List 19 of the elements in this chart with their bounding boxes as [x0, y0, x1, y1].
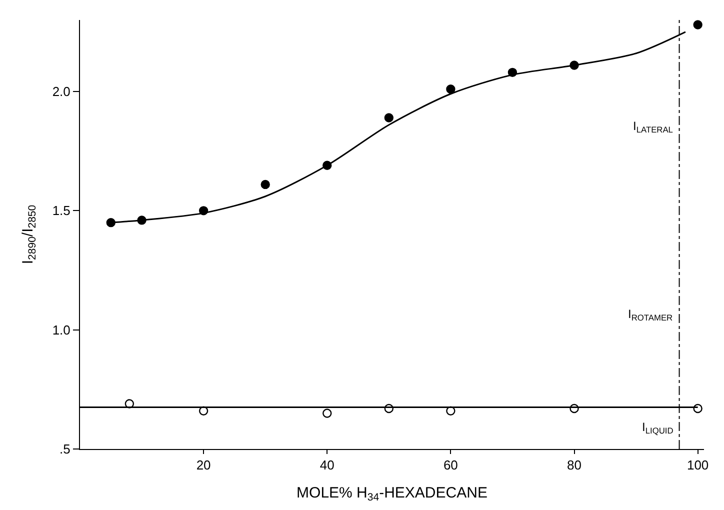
point	[384, 113, 394, 122]
annotation: I$_{LATERAL}$	[633, 119, 674, 135]
point	[260, 180, 270, 190]
y-tick-label: .5	[60, 442, 70, 457]
annotation: I$_{LIQUID}$	[642, 420, 674, 436]
x-tick-label: 100	[686, 458, 709, 473]
x-axis-title: MOLE% H$_{34}$-HEXADECANE	[296, 484, 488, 504]
x-tick-label: 40	[320, 458, 334, 473]
y-tick-label: 1.0	[52, 322, 70, 338]
point	[106, 218, 116, 228]
point	[693, 20, 702, 30]
annotation: I$_{ROTAMER}$	[628, 307, 673, 323]
x-tick-label: 60	[443, 458, 458, 473]
point	[446, 84, 456, 94]
y-tick-label: 2.0	[52, 84, 70, 100]
y-tick-label: 1.5	[52, 203, 70, 218]
x-tick-label: 20	[196, 458, 211, 473]
point	[322, 408, 332, 418]
x-tick-label: 80	[567, 458, 582, 473]
